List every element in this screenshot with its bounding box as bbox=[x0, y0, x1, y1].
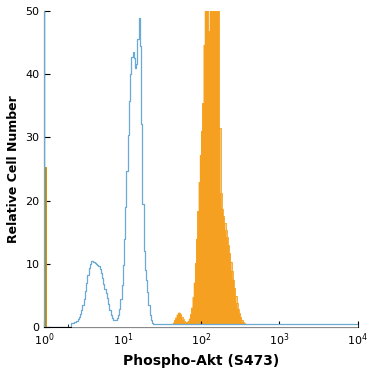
X-axis label: Phospho-Akt (S473): Phospho-Akt (S473) bbox=[123, 354, 279, 368]
Y-axis label: Relative Cell Number: Relative Cell Number bbox=[7, 95, 20, 243]
